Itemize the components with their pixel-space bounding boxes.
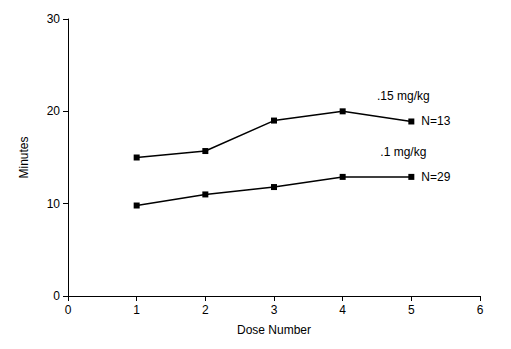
svg-text:4: 4 — [339, 303, 346, 317]
svg-text:0: 0 — [53, 289, 60, 303]
svg-text:10: 10 — [47, 197, 61, 211]
svg-text:1: 1 — [133, 303, 140, 317]
svg-text:6: 6 — [477, 303, 484, 317]
svg-text:.15 mg/kg: .15 mg/kg — [377, 89, 430, 103]
svg-text:2: 2 — [202, 303, 209, 317]
svg-text:N=13: N=13 — [421, 114, 450, 128]
svg-text:5: 5 — [408, 303, 415, 317]
svg-text:.1 mg/kg: .1 mg/kg — [380, 145, 426, 159]
svg-text:3: 3 — [271, 303, 278, 317]
svg-text:0: 0 — [65, 303, 72, 317]
svg-text:Dose Number: Dose Number — [237, 323, 311, 337]
svg-text:N=29: N=29 — [421, 170, 450, 184]
svg-text:Minutes: Minutes — [17, 136, 31, 178]
svg-text:30: 30 — [47, 12, 61, 26]
svg-text:20: 20 — [47, 104, 61, 118]
